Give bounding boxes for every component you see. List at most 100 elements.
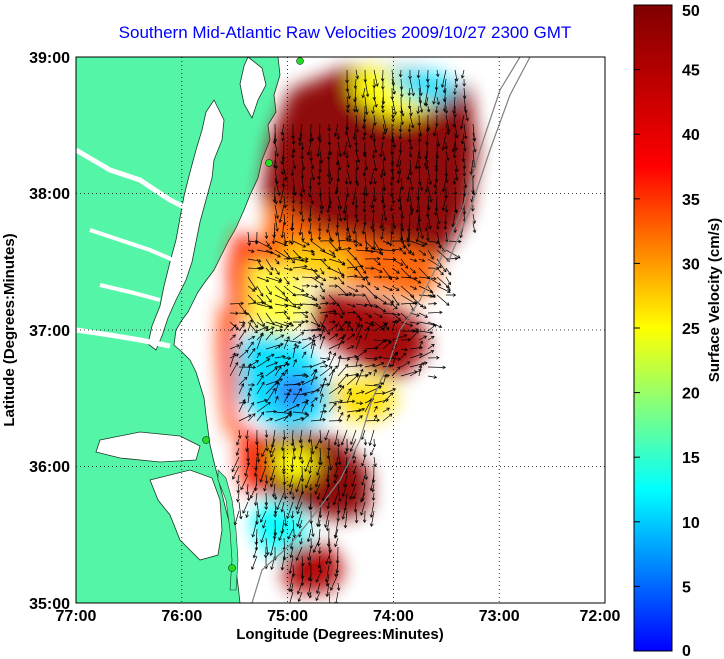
velocity-arrow (310, 132, 314, 142)
velocity-arrow (435, 141, 440, 160)
velocity-arrow (319, 409, 328, 414)
velocity-arrow (319, 366, 333, 377)
velocity-arrow (237, 429, 242, 439)
velocity-arrow (454, 69, 459, 82)
velocity-arrow (264, 231, 269, 240)
velocity-arrow (351, 474, 357, 488)
velocity-arrow (427, 310, 443, 315)
velocity-arrow (319, 249, 337, 258)
velocity-arrow (346, 354, 358, 359)
velocity-arrow (337, 373, 349, 386)
velocity-arrow (354, 231, 359, 248)
velocity-arrow (310, 303, 322, 309)
velocity-arrow (289, 546, 294, 559)
velocity-arrow (337, 204, 343, 222)
velocity-arrow (409, 276, 422, 284)
velocity-arrow (336, 438, 341, 448)
velocity-arrow (364, 363, 376, 368)
velocity-arrow (418, 294, 434, 298)
velocity-arrow (278, 204, 285, 223)
velocity-arrow (423, 150, 429, 167)
velocity-arrow (295, 474, 303, 493)
bathymetry-contour (251, 57, 521, 603)
velocity-arrow (301, 276, 319, 280)
velocity-arrow (361, 474, 366, 486)
velocity-arrow (299, 537, 303, 545)
velocity-arrow (290, 213, 294, 232)
velocity-arrow (274, 240, 288, 247)
velocity-arrow (319, 195, 324, 210)
velocity-arrow (409, 267, 416, 274)
velocity-arrow (355, 114, 360, 133)
velocity-arrow (337, 405, 342, 413)
velocity-arrow (418, 177, 424, 192)
velocity-arrow (345, 151, 349, 159)
velocity-arrow (328, 276, 338, 280)
velocity-arrow (310, 276, 324, 286)
velocity-arrow (287, 528, 294, 540)
x-axis: 77:00 76:00 75:00 74:00 73:00 72:00 Long… (56, 608, 621, 643)
velocity-arrow (346, 321, 354, 332)
velocity-arrow (301, 302, 320, 307)
velocity-arrow (310, 403, 315, 413)
velocity-arrow (247, 319, 253, 332)
velocity-arrow (292, 310, 309, 315)
velocity-arrow (406, 186, 411, 203)
velocity-arrow (238, 376, 248, 386)
velocity-arrow (415, 213, 420, 232)
velocity-arrow (238, 398, 246, 413)
velocity-arrow (263, 483, 267, 492)
velocity-arrow (351, 186, 357, 206)
velocity-arrow (229, 334, 236, 341)
velocity-arrow (409, 78, 415, 97)
velocity-arrow (265, 361, 279, 368)
velocity-arrow (362, 195, 367, 205)
station-marker (228, 564, 236, 572)
velocity-arrow (265, 367, 278, 377)
velocity-arrow (247, 294, 257, 304)
velocity-arrow (319, 267, 325, 275)
velocity-arrow (415, 195, 420, 214)
velocity-arrow (335, 555, 340, 574)
velocity-arrow (265, 249, 281, 258)
velocity-arrow (382, 392, 394, 404)
velocity-arrow (418, 123, 423, 137)
velocity-arrow (355, 213, 359, 223)
x-tick-label: 74:00 (373, 608, 414, 625)
velocity-arrow (337, 195, 343, 210)
velocity-arrow (472, 132, 477, 142)
velocity-arrow (418, 340, 423, 350)
velocity-arrow (372, 132, 377, 143)
velocity-arrow (325, 519, 330, 532)
velocity-arrow (355, 334, 362, 350)
velocity-arrow (418, 312, 429, 318)
velocity-arrow (424, 177, 429, 193)
velocity-arrow (381, 132, 386, 141)
velocity-arrow (328, 168, 334, 182)
velocity-arrow (247, 401, 255, 413)
velocity-arrow (369, 123, 375, 140)
velocity-arrow (454, 168, 459, 181)
velocity-arrow (409, 345, 423, 350)
velocity-arrow (328, 402, 337, 413)
velocity-arrow (307, 555, 312, 567)
velocity-arrow (300, 483, 305, 495)
velocity-arrow (291, 204, 296, 213)
velocity-arrow (315, 474, 321, 488)
velocity-arrow (247, 341, 254, 350)
velocity-arrow (274, 285, 286, 295)
velocity-arrow (292, 276, 300, 281)
velocity-arrow (382, 322, 387, 332)
velocity-arrow (289, 582, 294, 593)
velocity-arrow (364, 321, 374, 332)
velocity-arrow (327, 213, 332, 223)
velocity-arrow (327, 123, 332, 132)
velocity-arrow (418, 249, 427, 256)
velocity-arrow (256, 372, 264, 377)
velocity-arrow (407, 123, 412, 133)
velocity-arrow (400, 347, 408, 352)
velocity-arrow (292, 240, 307, 248)
velocity-arrow (238, 341, 243, 350)
colorbar-tick-label: 10 (682, 515, 700, 532)
velocity-arrow (346, 345, 355, 350)
